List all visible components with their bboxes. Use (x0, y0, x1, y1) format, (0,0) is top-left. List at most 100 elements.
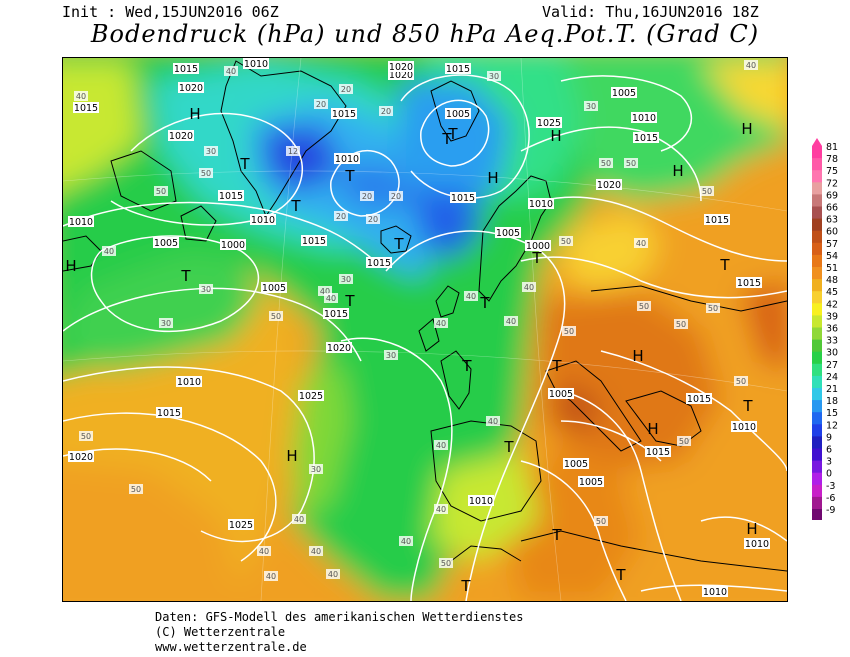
theta-label-text: 50 (81, 432, 91, 441)
pressure-label: 1010 (68, 216, 94, 228)
low-pressure-center: T (551, 526, 562, 544)
legend-swatch (812, 351, 822, 365)
pressure-label-text: 1015 (705, 215, 729, 226)
theta-label-text: 30 (311, 465, 321, 474)
theta-label-text: 30 (341, 275, 351, 284)
theta-label: 30 (159, 318, 173, 328)
footer: Daten: GFS-Modell des amerikanischen Wet… (155, 610, 523, 655)
pressure-label-text: 1015 (451, 193, 475, 204)
pressure-label-text: 1010 (177, 377, 201, 388)
pressure-label: 1005 (548, 388, 574, 400)
pressure-label-text: 1010 (529, 199, 553, 210)
legend-swatch (812, 375, 822, 389)
legend-value: 51 (826, 263, 838, 274)
pressure-label-text: 1015 (157, 408, 181, 419)
footer-data-source: Daten: GFS-Modell des amerikanischen Wet… (155, 610, 524, 624)
legend-value: -9 (826, 505, 835, 516)
legend-value: 18 (826, 396, 838, 407)
theta-label: 50 (674, 319, 688, 329)
pressure-label-text: 1020 (169, 131, 193, 142)
low-pressure-center: T (239, 155, 250, 173)
theta-label-text: 30 (489, 72, 499, 81)
pressure-label: 1015 (366, 257, 392, 269)
legend-value: 24 (826, 372, 838, 383)
pressure-label-text: 1020 (389, 62, 413, 73)
pressure-label: 1015 (331, 108, 357, 120)
low-pressure-center: T (393, 235, 404, 253)
pressure-label: 1005 (578, 476, 604, 488)
pressure-label-text: 1010 (244, 59, 268, 70)
high-pressure-center: H (632, 347, 643, 365)
theta-label: 50 (677, 436, 691, 446)
pressure-label: 1010 (176, 376, 202, 388)
legend-swatch (812, 400, 822, 413)
pressure-label-text: 1015 (737, 278, 761, 289)
theta-label-text: 50 (679, 437, 689, 446)
theta-label: 50 (154, 186, 168, 196)
theta-label-text: 30 (586, 102, 596, 111)
theta-label: 40 (434, 504, 448, 514)
low-pressure-center: T (719, 256, 730, 274)
pressure-label: 1005 (495, 227, 521, 239)
theta-label: 40 (309, 546, 323, 556)
map-title: Bodendruck (hPa) und 850 hPa Aeq.Pot.T. … (90, 20, 760, 48)
pressure-label: 1010 (334, 153, 360, 165)
legend-value: 39 (826, 311, 838, 322)
low-pressure-center: T (180, 267, 191, 285)
pressure-label: 1005 (445, 108, 471, 120)
theta-label: 50 (439, 558, 453, 568)
low-pressure-center: T (742, 397, 753, 415)
theta-label: 12 (286, 146, 300, 156)
pressure-label: 1010 (702, 586, 728, 598)
high-pressure-center: H (746, 520, 757, 538)
pressure-label-text: 1015 (302, 236, 326, 247)
legend-value: 72 (826, 178, 838, 189)
pressure-label-text: 1000 (526, 241, 550, 252)
theta-label-text: 40 (636, 239, 646, 248)
theta-label-text: 50 (564, 327, 574, 336)
pressure-label-text: 1020 (327, 343, 351, 354)
theta-label: 40 (257, 546, 271, 556)
high-pressure-center: H (647, 420, 658, 438)
theta-label: 50 (637, 301, 651, 311)
pressure-label: 1020 (388, 61, 414, 73)
legend-value: 66 (826, 203, 838, 214)
pressure-label-text: 1005 (612, 88, 636, 99)
pressure-label: 1015 (704, 214, 730, 226)
theta-label: 50 (706, 303, 720, 313)
theta-label: 20 (339, 84, 353, 94)
pressure-label: 1010 (528, 198, 554, 210)
pressure-label-text: 1005 (446, 109, 470, 120)
high-pressure-center: H (286, 447, 297, 465)
theta-label-text: 50 (702, 187, 712, 196)
theta-label: 30 (309, 464, 323, 474)
pressure-label-text: 1015 (332, 109, 356, 120)
legend-value: 69 (826, 190, 838, 201)
pressure-label-text: 1015 (646, 447, 670, 458)
pressure-label-text: 1005 (154, 238, 178, 249)
pressure-label: 1015 (686, 393, 712, 405)
high-pressure-center: H (189, 105, 200, 123)
theta-label: 40 (634, 238, 648, 248)
legend-value: 42 (826, 299, 838, 310)
theta-label: 40 (318, 286, 332, 296)
high-pressure-center: H (741, 120, 752, 138)
high-pressure-center: H (550, 127, 561, 145)
pressure-label-text: 1015 (634, 133, 658, 144)
theta-label-text: 50 (639, 302, 649, 311)
legend-swatch (812, 291, 822, 304)
theta-label: 30 (339, 274, 353, 284)
legend-swatch (812, 448, 822, 462)
pressure-label-text: 1010 (732, 422, 756, 433)
legend-value: 15 (826, 408, 838, 419)
theta-label: 30 (204, 146, 218, 156)
theta-label: 40 (292, 514, 306, 524)
pressure-label: 1015 (645, 446, 671, 458)
pressure-label: 1015 (445, 63, 471, 75)
legend-value: 75 (826, 166, 838, 177)
legend-swatch (812, 267, 822, 280)
legend-swatch (812, 146, 822, 159)
pressure-label: 1015 (736, 277, 762, 289)
color-legend: 8178757269666360575451484542393633302724… (812, 138, 838, 520)
